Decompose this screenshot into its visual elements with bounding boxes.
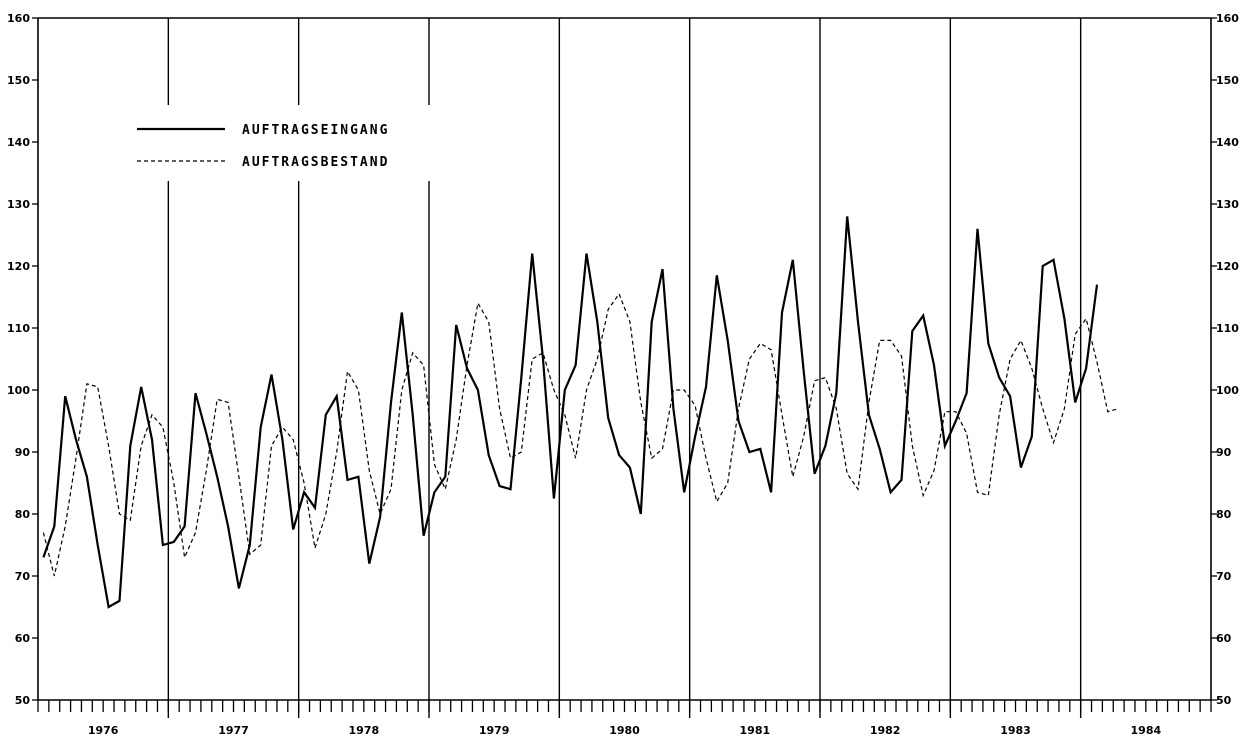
y-tick-label-left: 120 (7, 260, 30, 273)
y-tick-label-right: 150 (1216, 74, 1239, 87)
y-tick-label-left: 110 (7, 322, 30, 335)
y-tick-label-right: 60 (1216, 632, 1232, 645)
y-tick-label-right: 120 (1216, 260, 1239, 273)
legend-background (130, 105, 430, 181)
legend-label-auftragsbestand: AUFTRAGSBESTAND (242, 155, 389, 170)
y-tick-label-right: 160 (1216, 12, 1239, 25)
series-lines (42, 216, 1119, 609)
x-year-label: 1979 (479, 724, 510, 737)
x-year-label: 1976 (88, 724, 119, 737)
y-tick-label-left: 150 (7, 74, 30, 87)
y-tick-label-left: 160 (7, 12, 30, 25)
x-axis-year-labels: 1976 1977 1978 1979 1980 1981 1982 1983 1984 (88, 724, 1162, 737)
y-tick-label-left: 80 (15, 508, 31, 521)
y-tick-label-left: 70 (15, 570, 31, 583)
y-tick-label-right: 90 (1216, 446, 1232, 459)
y-axis-labels-right: 50 60 70 80 90 100 110 120 130 140 150 160 (1216, 12, 1239, 707)
legend: AUFTRAGSEINGANG AUFTRAGSBESTAND (130, 105, 430, 181)
y-tick-label-right: 110 (1216, 322, 1239, 335)
x-year-label: 1981 (740, 724, 771, 737)
y-tick-label-left: 100 (7, 384, 30, 397)
y-axis-ticks (32, 17, 1217, 701)
legend-label-auftragseingang: AUFTRAGSEINGANG (242, 123, 389, 138)
x-year-label: 1980 (609, 724, 640, 737)
y-tick-label-right: 50 (1216, 694, 1232, 707)
y-tick-label-left: 50 (15, 694, 31, 707)
x-year-label: 1982 (870, 724, 901, 737)
x-year-label: 1977 (218, 724, 249, 737)
y-tick-label-right: 140 (1216, 136, 1239, 149)
y-tick-label-right: 130 (1216, 198, 1239, 211)
y-tick-label-left: 130 (7, 198, 30, 211)
y-tick-label-right: 70 (1216, 570, 1232, 583)
y-tick-label-left: 60 (15, 632, 31, 645)
y-axis-labels-left: 50 60 70 80 90 100 110 120 130 140 150 160 (7, 12, 30, 707)
x-year-label: 1978 (349, 724, 380, 737)
y-tick-label-right: 80 (1216, 508, 1232, 521)
y-tick-label-left: 90 (15, 446, 31, 459)
series-line-auftragseingang (42, 216, 1099, 609)
y-tick-label-left: 140 (7, 136, 30, 149)
y-tick-label-right: 100 (1216, 384, 1239, 397)
x-year-label: 1983 (1000, 724, 1031, 737)
series-line-auftragsbestand (42, 292, 1119, 577)
x-year-label: 1984 (1131, 724, 1162, 737)
x-axis-ticks (37, 700, 1212, 712)
